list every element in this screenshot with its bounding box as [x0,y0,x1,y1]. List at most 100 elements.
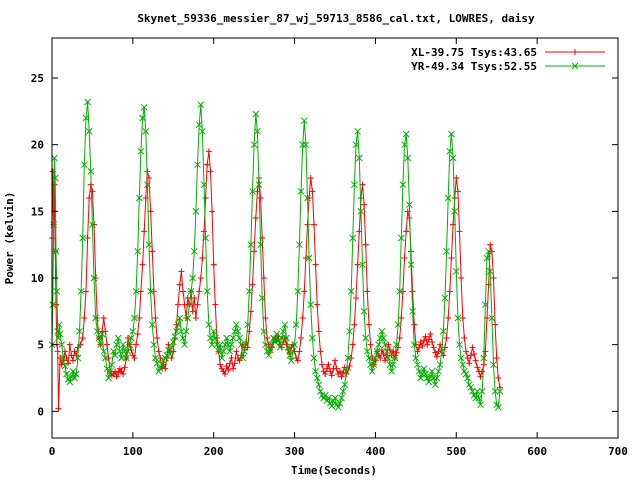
data-point [71,348,78,355]
y-tick-label: 10 [31,272,44,285]
data-point [203,287,211,295]
data-point [63,370,70,378]
data-point [111,351,119,359]
data-point [365,321,372,328]
data-point [211,334,219,342]
data-point [461,335,468,341]
data-point [108,361,116,369]
data-point [495,375,502,381]
data-point [58,341,66,349]
legend-label-1: YR-49.34 Tsys:52.55 [411,60,537,73]
data-point [82,288,89,295]
data-point [469,387,476,395]
data-point [445,315,452,321]
data-point [483,254,491,262]
data-point [208,341,216,349]
data-point [152,315,159,321]
data-point [341,381,349,389]
data-point [430,374,437,382]
data-point [54,348,61,355]
data-point [255,181,263,189]
data-point [98,330,106,338]
data-point [334,403,342,411]
data-point [135,194,143,202]
data-point [477,401,484,409]
data-point [286,351,294,359]
data-point [179,288,186,295]
data-point [372,354,379,362]
x-axis-ticks: 0 100 200 300 400 500 600 700 [49,38,628,458]
data-point [228,355,235,361]
data-point [307,175,314,181]
data-point [63,355,70,361]
data-point [103,341,110,348]
data-point [250,141,258,149]
data-point [444,194,452,202]
data-point [344,354,352,362]
data-point [52,247,60,255]
data-point [414,361,421,369]
data-point [342,367,350,375]
data-point [137,147,145,155]
data-point [176,314,184,322]
data-point [362,241,369,248]
data-point [113,373,120,380]
data-point [81,315,88,321]
data-point [323,365,330,372]
data-point [297,187,305,195]
data-point [393,349,400,356]
data-point [314,301,321,308]
legend-label-0: XL-39.75 Tsys:43.65 [411,46,537,59]
data-point [173,327,180,335]
data-point [368,367,376,375]
data-point [182,327,190,335]
data-point [304,221,311,228]
x-tick-label: 0 [49,445,56,458]
data-point [132,287,140,295]
x-axis-label: Time(Seconds) [291,464,377,477]
data-point [110,347,117,355]
data-point [402,130,410,138]
data-point [254,127,261,135]
data-point [127,334,135,342]
data-point [457,354,465,362]
data-point [309,334,316,342]
data-point [307,301,315,309]
data-point [327,368,334,375]
x-tick-label: 100 [123,445,143,458]
data-point [298,335,305,341]
data-point [348,355,355,361]
data-point [385,341,392,348]
data-point [136,315,143,321]
data-point [283,341,290,348]
data-point [215,347,222,355]
data-point [432,349,439,356]
data-point [425,336,432,343]
data-point [491,387,499,395]
data-point [381,341,389,349]
data-point [231,327,239,335]
data-point [333,365,340,372]
data-point [100,347,108,355]
data-point [479,368,486,375]
series-markers-0 [49,148,503,412]
data-point [192,315,199,321]
data-point [422,370,429,378]
data-point [462,348,469,355]
data-point [494,403,502,411]
data-point [126,341,133,349]
data-point [299,141,307,149]
data-point [346,327,353,335]
data-point [385,354,392,362]
data-point [435,367,442,375]
data-point [200,181,208,189]
data-point [239,354,247,362]
data-point [492,321,499,328]
data-point [56,330,64,338]
data-point [92,314,100,322]
data-point [265,341,272,348]
data-point [441,344,448,351]
data-point [95,334,103,342]
data-point [359,261,366,269]
data-point [270,334,277,342]
